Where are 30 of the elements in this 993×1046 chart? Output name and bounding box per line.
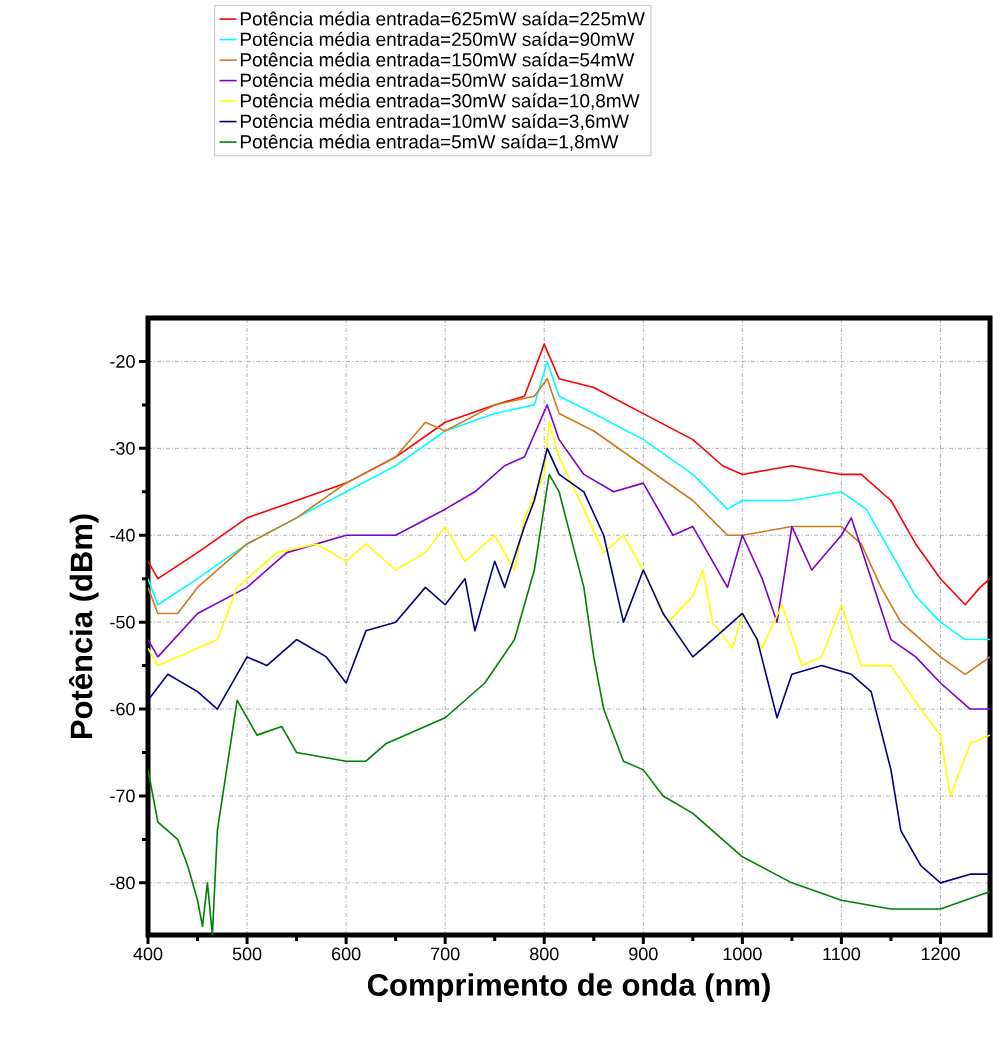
legend-label: Potência média entrada=625mW saída=225mW xyxy=(240,11,645,26)
y-tick-label: -30 xyxy=(110,441,135,455)
y-tick-label: -70 xyxy=(110,789,135,803)
x-tick-label: 900 xyxy=(629,947,658,961)
x-tick-label: 600 xyxy=(332,947,361,961)
x-axis-title: Comprimento de onda (nm) xyxy=(367,973,770,1003)
line-series xyxy=(148,421,991,797)
x-tick-label: 400 xyxy=(133,947,163,961)
y-tick-label: -60 xyxy=(110,702,135,716)
x-tick-label: 1000 xyxy=(723,947,762,961)
x-tick-label: 1200 xyxy=(921,947,960,961)
y-axis-title: Potência (dBm) xyxy=(69,514,99,739)
legend-label: Potência média entrada=250mW saída=90mW xyxy=(240,31,635,47)
line-series xyxy=(148,447,991,884)
y-tick-label: -80 xyxy=(110,876,135,890)
x-tick-label: 500 xyxy=(232,947,262,961)
x-tick-label: 800 xyxy=(530,947,559,961)
y-tick-label: -20 xyxy=(110,355,135,368)
legend-label: Potência média entrada=30mW saída=10,8mW xyxy=(240,93,640,110)
x-tick-label: 700 xyxy=(431,947,460,961)
legend-label: Potência média entrada=150mW saída=54mW xyxy=(240,52,635,67)
line-series xyxy=(148,378,991,676)
y-tick-label: -50 xyxy=(110,615,135,629)
legend-label: Potência média entrada=10mW saída=3,6mW xyxy=(240,113,629,131)
y-tick-label: -40 xyxy=(110,528,135,542)
legend-label: Potência média entrada=50mW saída=18mW xyxy=(240,72,624,88)
line-series xyxy=(148,473,991,935)
x-tick-label: 1100 xyxy=(823,947,861,961)
legend-label: Potência média entrada=5mW saída=1,8mW xyxy=(240,134,619,151)
line-series xyxy=(148,343,991,606)
